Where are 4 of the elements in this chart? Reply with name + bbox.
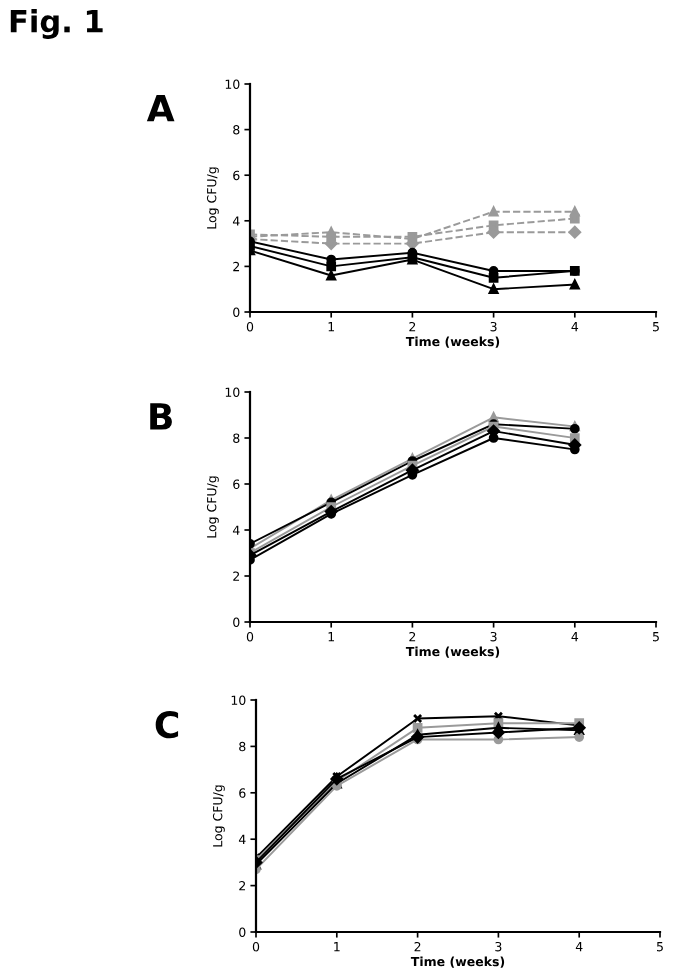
chart-title: B [150, 403, 172, 430]
caption: Fig. 1 [10, 9, 103, 39]
chart-title: A [146, 95, 175, 122]
chart-title: C [155, 711, 179, 739]
